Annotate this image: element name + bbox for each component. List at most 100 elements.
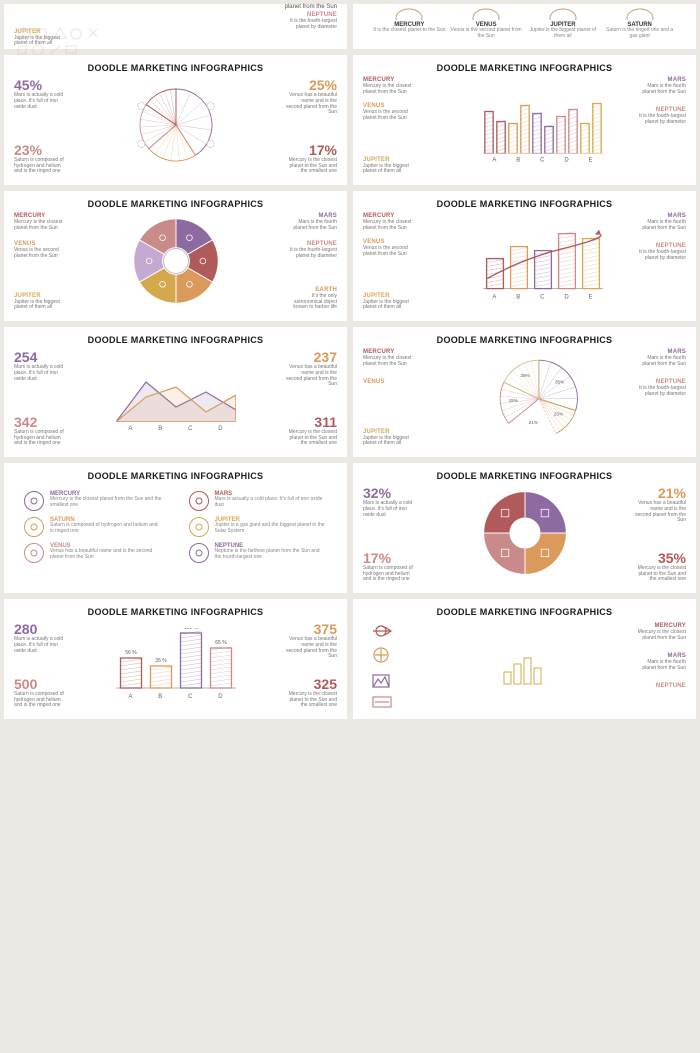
slide-title: DOODLE MARKETING INFOGRAPHICS xyxy=(363,471,686,481)
slide-pie1: DOODLE MARKETING INFOGRAPHICS 45%Mars is… xyxy=(4,55,347,185)
slide-title: DOODLE MARKETING INFOGRAPHICS xyxy=(363,607,686,617)
pct: 21% xyxy=(634,485,686,501)
svg-text:25%: 25% xyxy=(520,373,529,378)
svg-text:100 %: 100 % xyxy=(183,628,198,631)
slide-top-right: MERCURYIt is the closest planet to the S… xyxy=(353,4,696,49)
side-label: MERCURYMercury is the closest planet fro… xyxy=(363,349,415,368)
side-label: JUPITERJupiter is the biggest planet of … xyxy=(14,293,66,312)
side-label: MERCURYMercury is the closest planet fro… xyxy=(14,213,66,232)
label-txt: It is the fourth-largest planet by diame… xyxy=(285,19,337,31)
side-label: MERCURYMercury is the closest planet fro… xyxy=(363,77,415,96)
num: 325 xyxy=(285,676,337,692)
svg-text:15%: 15% xyxy=(508,398,517,403)
svg-text:35%: 35% xyxy=(554,380,563,385)
label-hdr: JUPITER xyxy=(14,29,66,35)
side-label: NEPTUNEIt is the fourth-largest planet b… xyxy=(634,379,686,398)
num: 375 xyxy=(285,621,337,637)
slide-title: DOODLE MARKETING INFOGRAPHICS xyxy=(14,471,337,481)
side-label: VENUSVenus is the second planet from the… xyxy=(363,239,415,258)
icon-item: JUPITERJupiter is a gas giant and the bi… xyxy=(189,517,328,537)
planet-item: JUPITERJupiter is the biggest planet of … xyxy=(526,6,600,39)
side-label: MARSMars is the fourth planet from the S… xyxy=(634,213,686,232)
icon-item: NEPTUNENeptune is the farthest planet fr… xyxy=(189,543,328,563)
slide-donut4: DOODLE MARKETING INFOGRAPHICS 32%Mars is… xyxy=(353,463,696,593)
pct: 17% xyxy=(363,550,415,566)
svg-text:23%: 23% xyxy=(553,412,562,417)
slide-title: DOODLE MARKETING INFOGRAPHICS xyxy=(14,199,337,209)
planet-item: VENUSVenus is the second planet from the… xyxy=(449,6,523,39)
side-label: JUPITERJupiter is the biggest planet of … xyxy=(363,293,415,312)
side-label: MARSMars is the fourth planet from the S… xyxy=(634,77,686,96)
icon-item: SATURNSaturn is composed of hydrogen and… xyxy=(24,517,163,537)
icon-item: VENUSVenus has a beautiful name and is t… xyxy=(24,543,163,563)
template-grid: planet from the Sun JUPITER Jupiter is t… xyxy=(0,0,700,723)
pie-chart: 35% 23% 21% 15% 25% xyxy=(492,353,584,445)
ring-icon xyxy=(189,543,209,563)
svg-text:65 %: 65 % xyxy=(215,640,227,646)
ring-icon xyxy=(24,491,44,511)
ring-icon xyxy=(24,517,44,537)
num: 342 xyxy=(14,414,66,430)
slide-wheel: DOODLE MARKETING INFOGRAPHICS MERCURYMer… xyxy=(4,191,347,321)
pct: 45% xyxy=(14,77,66,93)
num: 237 xyxy=(285,349,337,365)
slide-area: DOODLE MARKETING INFOGRAPHICS ABCD 254Ma… xyxy=(4,327,347,457)
num: 280 xyxy=(14,621,66,637)
side-label: JUPITERJupiter is the biggest planet of … xyxy=(363,429,415,448)
slide-title: DOODLE MARKETING INFOGRAPHICS xyxy=(14,607,337,617)
side-label: MERCURYMercury is the closest planet fro… xyxy=(634,623,686,642)
planet-item: SATURNSaturn is the ringed one and a gas… xyxy=(603,6,677,39)
side-label: EARTHIt's the only astronomical object k… xyxy=(285,287,337,311)
num: 500 xyxy=(14,676,66,692)
pct: 17% xyxy=(285,142,337,158)
slide-title: DOODLE MARKETING INFOGRAPHICS xyxy=(14,63,337,73)
svg-text:56 %: 56 % xyxy=(125,650,137,656)
slide-title: DOODLE MARKETING INFOGRAPHICS xyxy=(363,199,686,209)
slide-pie2: DOODLE MARKETING INFOGRAPHICS 35% 23% 21% 1… xyxy=(353,327,696,457)
side-label: NEPTUNE xyxy=(634,683,686,690)
slide-six-icons: DOODLE MARKETING INFOGRAPHICS MERCURYMer… xyxy=(4,463,347,593)
pct: 25% xyxy=(285,77,337,93)
bar-chart xyxy=(483,94,603,154)
area-chart xyxy=(116,362,236,422)
bar-chart-pct: 56 %35 %100 %65 % xyxy=(116,628,236,690)
ring-icon xyxy=(189,491,209,511)
ring-icon xyxy=(24,543,44,563)
svg-text:21%: 21% xyxy=(528,420,537,425)
pct: 23% xyxy=(14,142,66,158)
side-label: MARSMars is the fourth planet from the S… xyxy=(634,653,686,672)
donut-chart xyxy=(478,486,572,580)
side-label: VENUS xyxy=(363,379,415,386)
side-label: MARSMars is the fourth planet from the S… xyxy=(285,213,337,232)
label-txt: Jupiter is the biggest planet of them al… xyxy=(14,36,66,48)
num: 311 xyxy=(285,414,337,430)
ring-icon xyxy=(189,517,209,537)
slide-bar3: DOODLE MARKETING INFOGRAPHICS 56 %35 %10… xyxy=(4,599,347,719)
side-label: VENUSVenus is the second planet from the… xyxy=(14,241,66,260)
slide-title: DOODLE MARKETING INFOGRAPHICS xyxy=(363,335,686,345)
icon-item: MARSMars is actually a cold place. It's … xyxy=(189,491,328,511)
side-label: MARSMars is the fourth planet from the S… xyxy=(634,349,686,368)
slide-top-left: planet from the Sun JUPITER Jupiter is t… xyxy=(4,4,347,49)
slide-bar2: DOODLE MARKETING INFOGRAPHICS ABCDE MERC… xyxy=(353,191,696,321)
num: 254 xyxy=(14,349,66,365)
slide-iconcol: DOODLE MARKETING INFOGRAPHICS MERCURYMer… xyxy=(353,599,696,719)
segment-wheel xyxy=(128,213,224,309)
slide-title: DOODLE MARKETING INFOGRAPHICS xyxy=(14,335,337,345)
doodle-icon-column xyxy=(367,625,397,711)
side-label: VENUSVenus is the second planet from the… xyxy=(363,103,415,122)
side-label: NEPTUNEIt is the fourth-largest planet b… xyxy=(285,241,337,260)
pct: 35% xyxy=(634,550,686,566)
bar-chart-arrow xyxy=(483,229,603,291)
slide-title: DOODLE MARKETING INFOGRAPHICS xyxy=(363,63,686,73)
pie-chart xyxy=(131,80,221,170)
side-label: MERCURYMercury is the closest planet fro… xyxy=(363,213,415,232)
mini-bars-icon xyxy=(500,648,550,690)
fragment-text: planet from the Sun xyxy=(285,4,337,10)
pct: 32% xyxy=(363,485,415,501)
side-label: NEPTUNEIt is the fourth-largest planet b… xyxy=(634,107,686,126)
slide-bar1: DOODLE MARKETING INFOGRAPHICS ABCDE MERC… xyxy=(353,55,696,185)
planet-item: MERCURYIt is the closest planet to the S… xyxy=(373,6,447,39)
icon-item: MERCURYMercury is the closest planet fro… xyxy=(24,491,163,511)
side-label: JUPITERJupiter is the biggest planet of … xyxy=(363,157,415,176)
